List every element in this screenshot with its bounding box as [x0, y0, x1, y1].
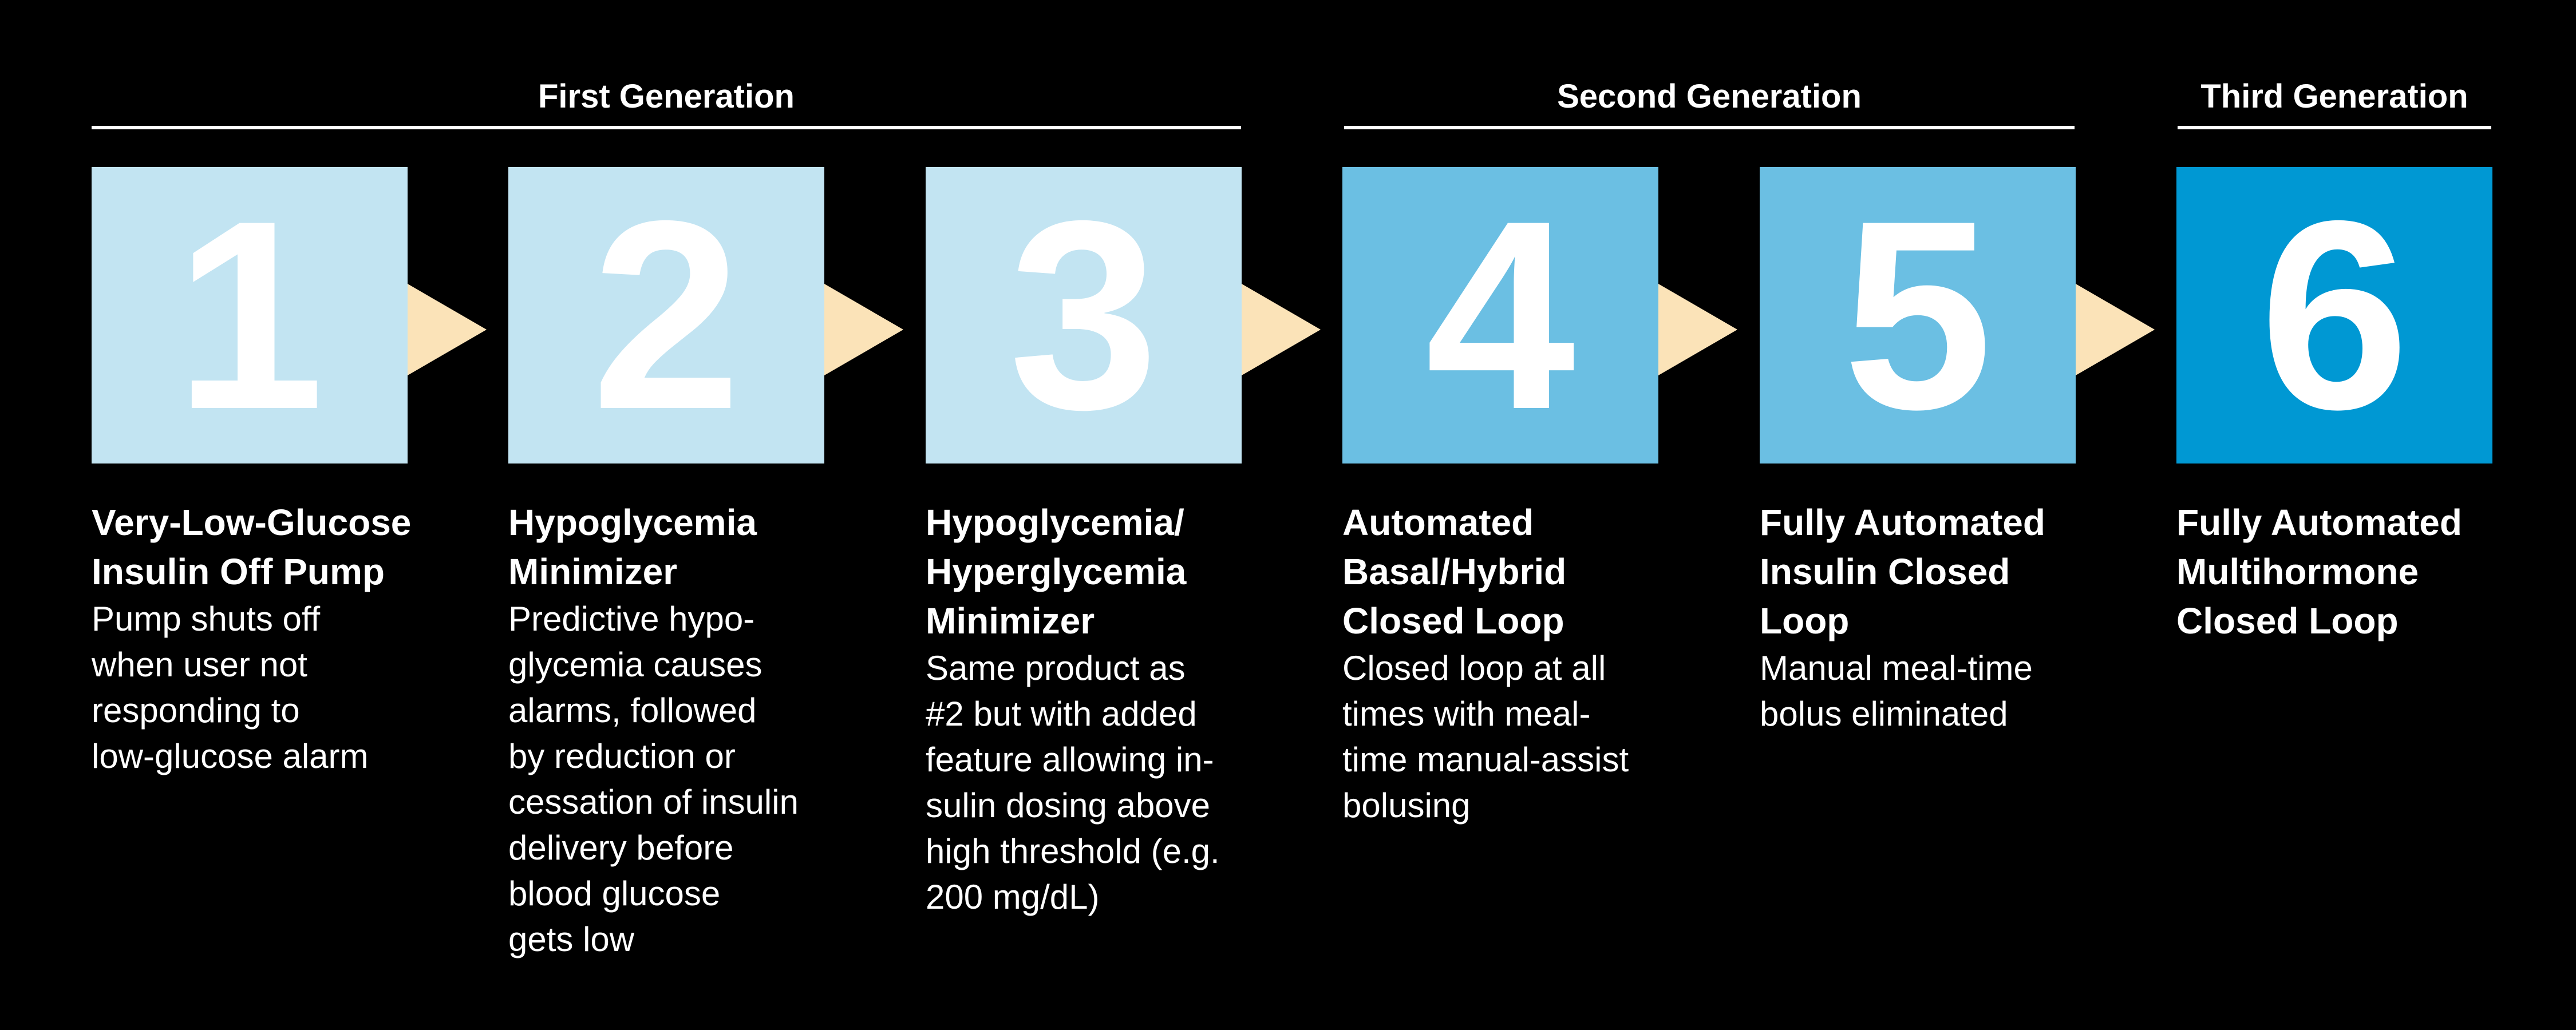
generation-header-third: Third Generation: [2178, 74, 2491, 129]
step-body: Closed loop at all times with meal- time…: [1342, 649, 1629, 825]
generation-header-second: Second Generation: [1344, 74, 2075, 129]
step-2-description: Hypoglycemia Minimizer Predictive hypo- …: [508, 498, 829, 962]
step-1-description: Very-Low-Glucose Insulin Off Pump Pump s…: [92, 498, 412, 779]
step-3-box: 3: [926, 167, 1242, 464]
arrow-right-icon: [408, 284, 487, 375]
step-title: Very-Low-Glucose Insulin Off Pump: [92, 502, 412, 592]
step-title: Fully Automated Multihormone Closed Loop: [2176, 502, 2462, 641]
step-6-box: 6: [2176, 167, 2492, 464]
step-2-box: 2: [508, 167, 824, 464]
step-4-description: Automated Basal/Hybrid Closed Loop Close…: [1342, 498, 1663, 829]
step-title: Hypoglycemia Minimizer: [508, 502, 757, 592]
step-body: Manual meal-time bolus eliminated: [1760, 649, 2033, 733]
step-5-box: 5: [1760, 167, 2076, 464]
step-body: Pump shuts off when user not responding …: [92, 600, 369, 775]
step-3-description: Hypoglycemia/ Hyperglycemia Minimizer Sa…: [926, 498, 1246, 920]
generation-label: First Generation: [538, 78, 795, 115]
generation-header-first: First Generation: [92, 74, 1241, 129]
step-title: Fully Automated Insulin Closed Loop: [1760, 502, 2045, 641]
step-title: Automated Basal/Hybrid Closed Loop: [1342, 502, 1567, 641]
arrow-right-icon: [1242, 284, 1321, 375]
step-4-box: 4: [1342, 167, 1658, 464]
step-title: Hypoglycemia/ Hyperglycemia Minimizer: [926, 502, 1187, 641]
step-body: Same product as #2 but with added featur…: [926, 649, 1220, 916]
generation-label: Third Generation: [2200, 78, 2468, 115]
arrow-right-icon: [1658, 284, 1737, 375]
step-5-description: Fully Automated Insulin Closed Loop Manu…: [1760, 498, 2080, 737]
arrow-right-icon: [2076, 284, 2155, 375]
step-body: Predictive hypo- glycemia causes alarms,…: [508, 600, 799, 958]
generation-label: Second Generation: [1557, 78, 1862, 115]
step-1-box: 1: [92, 167, 408, 464]
arrow-right-icon: [824, 284, 903, 375]
step-6-description: Fully Automated Multihormone Closed Loop: [2176, 498, 2497, 645]
